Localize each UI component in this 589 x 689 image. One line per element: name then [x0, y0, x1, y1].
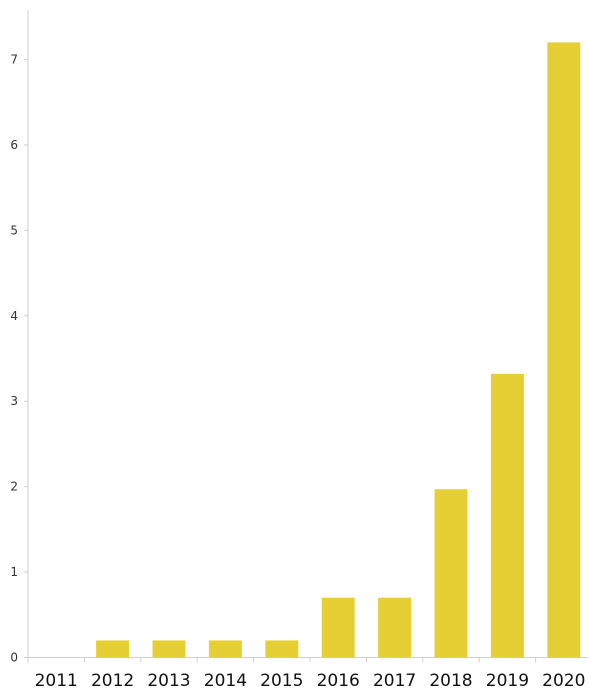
x-tick-label: 2020: [542, 671, 585, 689]
y-tick-label: 1: [10, 565, 18, 579]
x-tick-label: 2013: [147, 671, 190, 689]
bar: [96, 640, 130, 658]
x-tick-label: 2014: [204, 671, 247, 689]
y-tick-label: 0: [10, 651, 18, 665]
y-ticks: 0 1 2 3 4 5 6 7: [10, 53, 28, 665]
bar: [490, 373, 524, 658]
bar: [547, 42, 581, 658]
bar: [208, 640, 242, 658]
y-tick-label: 6: [10, 138, 18, 152]
y-tick-label: 4: [10, 309, 18, 323]
x-tick-label: 2019: [486, 671, 529, 689]
bars: [96, 42, 581, 658]
x-tick-label: 2011: [35, 671, 78, 689]
x-tick-label: 2015: [260, 671, 303, 689]
y-tick-label: 3: [10, 394, 18, 408]
x-tick-label: 2018: [429, 671, 472, 689]
bar: [321, 597, 355, 658]
y-tick-label: 5: [10, 223, 18, 237]
bar: [152, 640, 186, 658]
x-tick-label: 2016: [317, 671, 360, 689]
bar: [378, 597, 412, 658]
x-tick-label: 2012: [91, 671, 134, 689]
y-tick-label: 2: [10, 480, 18, 494]
y-tick-label: 7: [10, 53, 18, 67]
bar: [265, 640, 299, 658]
x-axis: 2011 2012 2013 2014 2015 2016 2017 2018 2019 2020: [27, 657, 588, 689]
bar: [434, 489, 468, 658]
x-ticks: 2011 2012 2013 2014 2015 2016 2017 2018 2019 2020: [27, 657, 585, 689]
x-tick-label: 2017: [373, 671, 416, 689]
y-axis: 0 1 2 3 4 5 6 7: [10, 10, 29, 665]
